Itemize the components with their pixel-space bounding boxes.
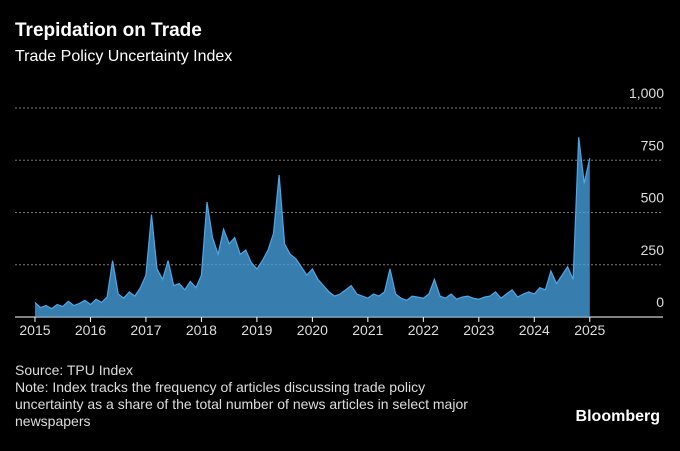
y-tick-label: 1,000 — [629, 85, 664, 101]
x-tick-label: 2016 — [75, 322, 106, 338]
chart-subtitle: Trade Policy Uncertainty Index — [15, 48, 232, 65]
x-tick-label: 2019 — [241, 322, 272, 338]
note: Note: Index tracks the frequency of arti… — [15, 379, 468, 429]
brand: Bloomberg — [575, 408, 660, 425]
y-tick-label: 0 — [656, 294, 664, 310]
line — [34, 137, 591, 310]
x-tick-label: 2015 — [19, 322, 50, 338]
y-tick-label: 500 — [641, 190, 665, 206]
x-tick-label: 2021 — [352, 322, 383, 338]
x-tick-label: 2022 — [408, 322, 439, 338]
x-tick-label: 2023 — [463, 322, 494, 338]
source: Source: TPU Index — [15, 362, 134, 378]
area — [35, 137, 590, 317]
y-tick-label: 750 — [641, 137, 665, 153]
x-tick-label: 2018 — [186, 322, 217, 338]
x-tick-label: 2020 — [297, 322, 328, 338]
x-tick-label: 2024 — [519, 322, 550, 338]
x-tick-label: 2017 — [130, 322, 161, 338]
chart-title: Trepidation on Trade — [15, 20, 202, 41]
y-tick-label: 250 — [641, 242, 665, 258]
x-tick-label: 2025 — [574, 322, 605, 338]
